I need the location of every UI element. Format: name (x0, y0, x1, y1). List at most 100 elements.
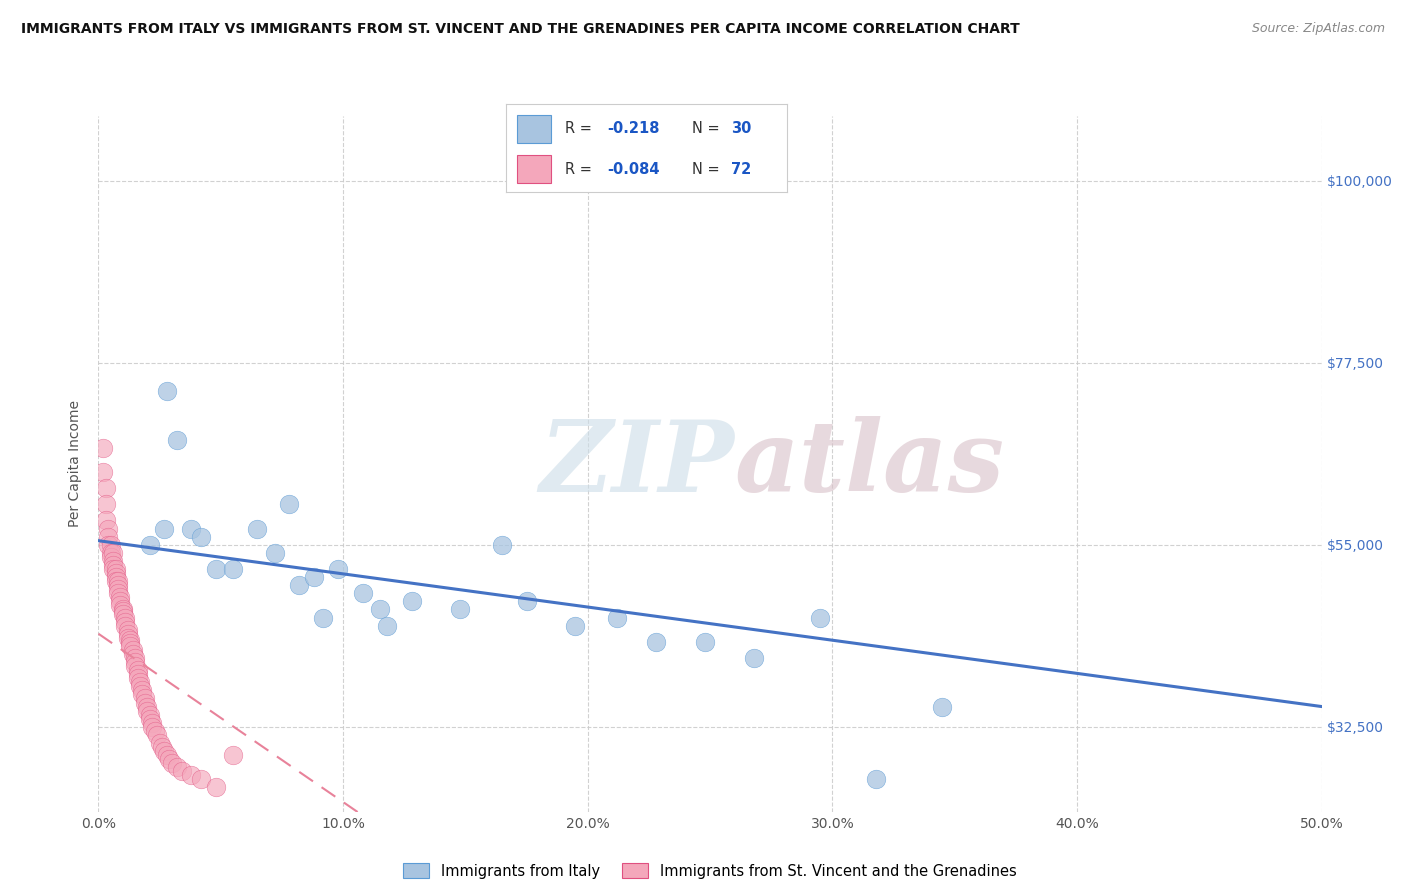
Point (742, 651, 765, 665)
Point (101, 558, 124, 572)
Point (111, 602, 134, 616)
Point (127, 671, 149, 685)
Point (645, 635, 668, 649)
Text: atlas: atlas (734, 416, 1004, 512)
Y-axis label: Per Capita Income: Per Capita Income (69, 401, 83, 527)
Point (263, 546, 285, 560)
Point (104, 570, 127, 584)
Text: Source: ZipAtlas.com: Source: ZipAtlas.com (1251, 22, 1385, 36)
Text: 30: 30 (731, 121, 751, 136)
Text: N =: N = (692, 121, 720, 136)
Point (146, 728, 169, 742)
Point (180, 768, 202, 782)
Point (91, 441, 114, 455)
Point (110, 591, 132, 605)
Point (110, 599, 132, 613)
Point (110, 594, 132, 608)
Point (131, 683, 153, 698)
Point (564, 618, 586, 632)
Point (107, 586, 129, 600)
Point (127, 663, 149, 677)
Point (101, 546, 124, 560)
Point (143, 723, 166, 738)
Text: R =: R = (565, 161, 592, 177)
Point (129, 679, 152, 693)
Point (134, 691, 156, 706)
Point (107, 578, 129, 592)
Point (160, 756, 183, 771)
Point (124, 655, 146, 669)
Point (107, 574, 129, 589)
Point (491, 538, 513, 552)
Point (117, 626, 139, 640)
Point (153, 744, 176, 758)
Point (114, 618, 136, 632)
Point (141, 715, 163, 730)
Text: -0.218: -0.218 (607, 121, 659, 136)
Point (120, 633, 142, 648)
Point (375, 618, 398, 632)
Point (111, 607, 134, 621)
Point (124, 651, 146, 665)
Point (117, 631, 139, 645)
Point (606, 610, 628, 624)
Point (134, 696, 156, 710)
Point (104, 574, 127, 589)
Point (450, 602, 472, 616)
Point (190, 530, 212, 544)
Point (150, 739, 173, 754)
Point (328, 562, 350, 576)
Point (139, 712, 162, 726)
Point (156, 384, 179, 398)
Point (136, 704, 159, 718)
Text: 72: 72 (731, 161, 751, 177)
Bar (517, 155, 551, 183)
Point (865, 772, 887, 787)
Point (100, 549, 122, 564)
Point (97, 522, 120, 536)
Point (156, 748, 179, 763)
Point (246, 522, 269, 536)
Point (515, 594, 537, 608)
Point (114, 615, 136, 629)
Point (101, 554, 124, 568)
Point (104, 562, 127, 576)
Point (104, 566, 127, 580)
Point (170, 764, 193, 779)
Point (312, 610, 335, 624)
Point (302, 570, 325, 584)
Point (180, 522, 202, 536)
Point (352, 586, 374, 600)
Point (278, 497, 301, 511)
Point (101, 562, 124, 576)
Text: IMMIGRANTS FROM ITALY VS IMMIGRANTS FROM ST. VINCENT AND THE GRENADINES PER CAPI: IMMIGRANTS FROM ITALY VS IMMIGRANTS FROM… (21, 22, 1019, 37)
Point (931, 699, 953, 714)
Point (368, 602, 391, 616)
Text: -0.084: -0.084 (607, 161, 659, 177)
Point (94, 481, 117, 495)
Text: ZIP: ZIP (540, 416, 734, 512)
Point (695, 635, 717, 649)
Point (124, 659, 146, 673)
Point (121, 643, 143, 657)
Point (127, 667, 149, 681)
Point (157, 752, 180, 766)
Bar (517, 115, 551, 143)
Point (97, 530, 120, 544)
Legend: Immigrants from Italy, Immigrants from St. Vincent and the Grenadines: Immigrants from Italy, Immigrants from S… (398, 857, 1022, 885)
Point (121, 647, 143, 661)
Text: R =: R = (565, 121, 592, 136)
Point (129, 675, 152, 690)
Point (205, 562, 228, 576)
Point (100, 538, 122, 552)
Point (94, 497, 117, 511)
Point (139, 538, 162, 552)
Point (149, 736, 172, 750)
Point (205, 780, 228, 795)
Point (111, 604, 134, 618)
Point (94, 513, 117, 527)
Point (97, 538, 120, 552)
Point (222, 562, 245, 576)
Point (117, 623, 139, 637)
Point (131, 687, 153, 701)
